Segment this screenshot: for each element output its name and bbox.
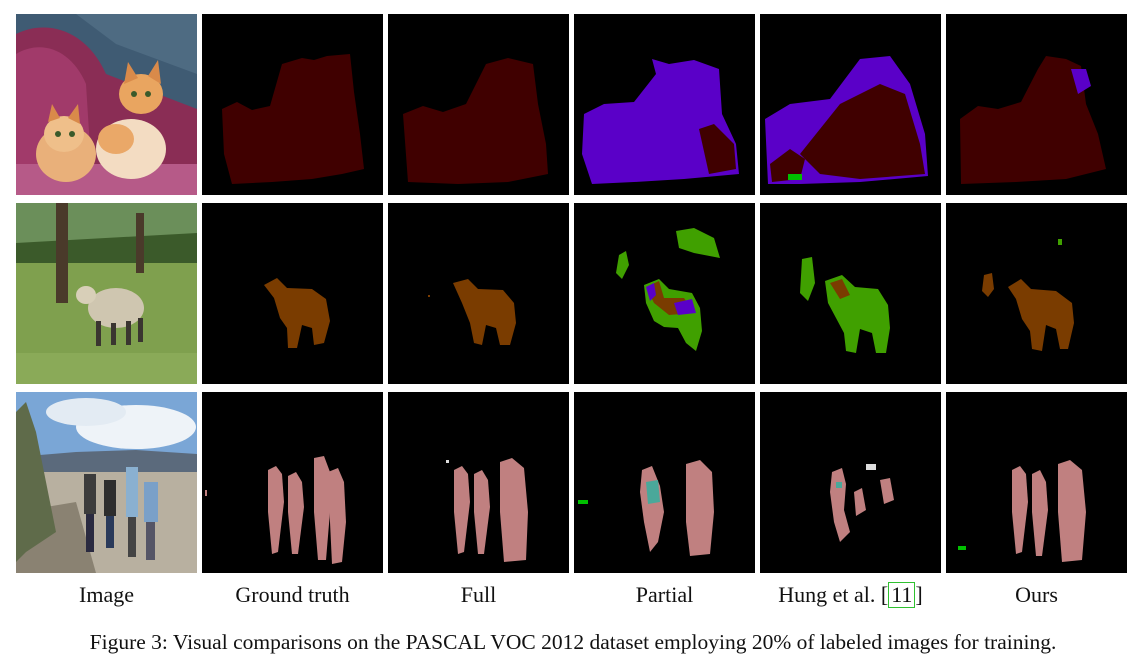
column-label-image: Image — [79, 582, 134, 607]
sheep-ours — [946, 203, 1127, 384]
cats-ours — [946, 14, 1127, 195]
sheep-full — [388, 203, 569, 384]
cats-partial — [574, 14, 755, 195]
column-labels: Image Ground truth Full Partial Hung et … — [16, 580, 1130, 612]
hung-label-end: ] — [915, 582, 923, 607]
sheep-ground-truth — [202, 203, 383, 384]
column-label-ground-truth: Ground truth — [235, 582, 350, 607]
citation-link-11[interactable]: 11 — [888, 582, 916, 608]
column-label-partial: Partial — [635, 582, 694, 607]
figure-caption: Figure 3: Visual comparisons on the PASC… — [89, 630, 1057, 654]
column-label-full: Full — [460, 582, 497, 607]
people-ground-truth — [202, 392, 383, 573]
people-ours — [946, 392, 1127, 573]
people-photo — [16, 392, 197, 573]
cats-hung — [760, 14, 941, 195]
hung-label-text: Hung et al. [ — [778, 582, 889, 607]
sheep-photo — [16, 203, 197, 384]
people-full — [388, 392, 569, 573]
sheep-hung — [760, 203, 941, 384]
column-label-ours: Ours — [1015, 582, 1058, 607]
cats-full — [388, 14, 569, 195]
cats-photo — [16, 14, 197, 195]
cats-ground-truth — [202, 14, 383, 195]
sheep-partial — [574, 203, 755, 384]
people-partial — [574, 392, 755, 573]
column-label-hung: Hung et al. [11] — [760, 580, 941, 610]
people-hung — [760, 392, 941, 573]
